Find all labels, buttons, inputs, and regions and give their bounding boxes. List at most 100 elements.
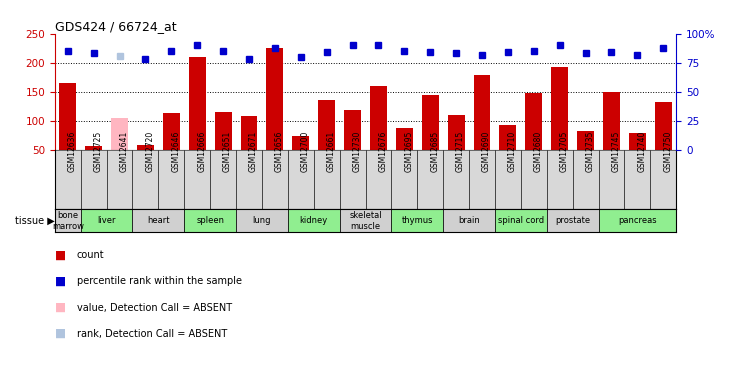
Text: GSM12735: GSM12735 <box>586 131 594 172</box>
Text: GSM12700: GSM12700 <box>300 131 310 172</box>
Text: spinal cord: spinal cord <box>498 216 544 225</box>
Bar <box>443 209 495 232</box>
Text: GSM12666: GSM12666 <box>197 131 206 172</box>
Text: GSM12661: GSM12661 <box>327 131 336 172</box>
Bar <box>396 128 413 150</box>
Bar <box>137 145 154 150</box>
Bar <box>80 209 132 232</box>
Bar <box>215 112 232 150</box>
Bar <box>521 150 547 209</box>
Text: spleen: spleen <box>196 216 224 225</box>
Bar <box>340 209 391 232</box>
Bar <box>59 83 76 150</box>
Bar <box>577 130 594 150</box>
Bar <box>344 110 361 150</box>
Bar <box>240 116 257 150</box>
Bar <box>288 150 314 209</box>
Text: kidney: kidney <box>300 216 327 225</box>
Text: ■: ■ <box>55 301 66 314</box>
Bar <box>603 92 620 150</box>
Bar <box>55 209 80 232</box>
Bar <box>184 209 236 232</box>
Text: GSM12676: GSM12676 <box>379 131 387 172</box>
Bar <box>340 150 366 209</box>
Bar <box>159 150 184 209</box>
Bar <box>80 150 107 209</box>
Text: GSM12641: GSM12641 <box>120 131 129 172</box>
Bar <box>292 136 309 150</box>
Text: GSM12705: GSM12705 <box>560 131 569 172</box>
Text: GSM12730: GSM12730 <box>352 131 362 172</box>
Bar <box>495 209 547 232</box>
Bar <box>370 86 387 150</box>
Text: bone
marrow: bone marrow <box>52 211 84 231</box>
Bar <box>572 150 599 209</box>
Text: rank, Detection Call = ABSENT: rank, Detection Call = ABSENT <box>77 329 227 339</box>
Bar <box>469 150 495 209</box>
Text: prostate: prostate <box>555 216 590 225</box>
Text: liver: liver <box>97 216 115 225</box>
Bar <box>474 75 491 150</box>
Bar <box>132 150 159 209</box>
Text: percentile rank within the sample: percentile rank within the sample <box>77 276 242 286</box>
Text: GSM12651: GSM12651 <box>223 131 232 172</box>
Bar <box>422 94 439 150</box>
Bar <box>443 150 469 209</box>
Bar <box>599 209 676 232</box>
Bar <box>391 150 417 209</box>
Bar <box>547 150 572 209</box>
Bar <box>314 150 340 209</box>
Text: GSM12685: GSM12685 <box>431 131 439 172</box>
Bar <box>86 146 102 150</box>
Text: GSM12720: GSM12720 <box>145 131 154 172</box>
Text: GSM12710: GSM12710 <box>508 131 517 172</box>
Bar <box>624 150 651 209</box>
Bar <box>55 150 80 209</box>
Bar <box>184 150 211 209</box>
Text: pancreas: pancreas <box>618 216 656 225</box>
Bar <box>447 115 464 150</box>
Text: GSM12636: GSM12636 <box>68 131 77 172</box>
Bar <box>547 209 599 232</box>
Bar <box>236 150 262 209</box>
Text: count: count <box>77 250 105 260</box>
Text: brain: brain <box>458 216 480 225</box>
Bar <box>211 150 236 209</box>
Bar <box>495 150 520 209</box>
Bar <box>499 125 516 150</box>
Text: ■: ■ <box>55 327 66 340</box>
Text: GSM12656: GSM12656 <box>275 131 284 172</box>
Text: lung: lung <box>253 216 271 225</box>
Bar <box>599 150 624 209</box>
Text: value, Detection Call = ABSENT: value, Detection Call = ABSENT <box>77 303 232 312</box>
Bar <box>111 118 128 150</box>
Text: GSM12680: GSM12680 <box>534 131 543 172</box>
Text: GSM12646: GSM12646 <box>171 131 181 172</box>
Text: heart: heart <box>147 216 170 225</box>
Text: GSM12715: GSM12715 <box>456 131 465 172</box>
Text: GSM12750: GSM12750 <box>663 131 673 172</box>
Bar <box>629 133 645 150</box>
Bar <box>288 209 340 232</box>
Bar <box>655 102 672 150</box>
Bar <box>267 48 284 150</box>
Bar <box>391 209 443 232</box>
Bar <box>366 150 391 209</box>
Bar <box>163 112 180 150</box>
Bar <box>132 209 184 232</box>
Text: ■: ■ <box>55 275 66 288</box>
Text: ■: ■ <box>55 249 66 261</box>
Text: GDS424 / 66724_at: GDS424 / 66724_at <box>55 20 176 33</box>
Bar <box>189 57 205 150</box>
Bar <box>236 209 288 232</box>
Bar <box>417 150 443 209</box>
Text: GSM12671: GSM12671 <box>249 131 258 172</box>
Bar <box>551 67 568 150</box>
Bar <box>318 100 335 150</box>
Bar <box>651 150 676 209</box>
Text: GSM12740: GSM12740 <box>637 131 646 172</box>
Bar <box>262 150 288 209</box>
Bar <box>526 93 542 150</box>
Text: skeletal
muscle: skeletal muscle <box>349 211 382 231</box>
Text: GSM12695: GSM12695 <box>404 131 413 172</box>
